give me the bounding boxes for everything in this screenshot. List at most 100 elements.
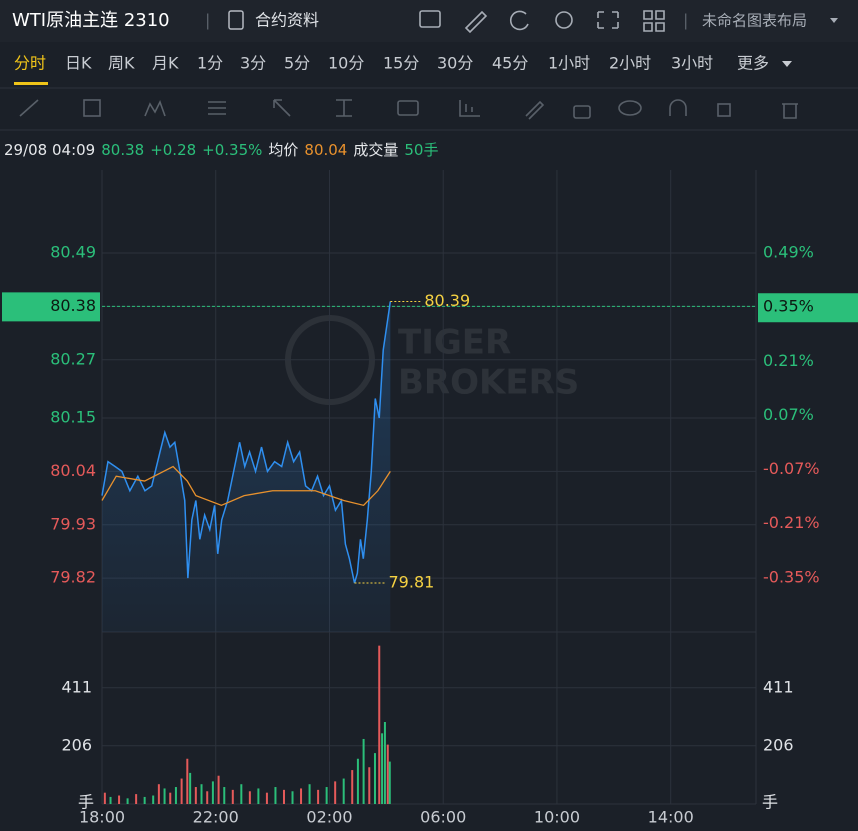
dropdown-arrow[interactable]	[830, 18, 838, 23]
tool-icon[interactable]	[573, 105, 591, 119]
volume-bar	[189, 772, 192, 804]
volume-bar	[174, 787, 177, 804]
volume-bar	[381, 733, 384, 804]
volume-bar	[325, 787, 328, 804]
dropdown-arrow	[782, 61, 792, 67]
tool-icon[interactable]	[459, 100, 480, 117]
tool-icon[interactable]	[336, 99, 352, 117]
volume-bar	[231, 789, 234, 804]
info-volume-label: 成交量	[353, 141, 399, 159]
tool-icon[interactable]	[525, 100, 545, 120]
layout-icon[interactable]	[643, 10, 665, 32]
period-bar: 分时 日K 周K 月K 1分 3分 5分 10分 15分 30分 45分 1小时 2小时 3小时 更多	[14, 54, 792, 85]
period-tab[interactable]: 分时	[14, 54, 46, 73]
layout-name[interactable]: 未命名图表布局	[702, 12, 807, 30]
watermark-text: TIGER	[398, 323, 511, 363]
volume-bar	[388, 761, 391, 804]
x-tick-label: 02:00	[306, 808, 352, 827]
price-marker	[2, 292, 100, 322]
period-tab[interactable]: 10分	[328, 54, 364, 73]
volume-bar	[118, 795, 121, 804]
volume-bar	[386, 744, 389, 804]
watermark: TIGER BROKERS	[285, 315, 579, 405]
separator: |	[683, 11, 688, 30]
avg-line	[101, 465, 391, 507]
chart-icon[interactable]	[419, 10, 441, 28]
y-tick-label: 80.04	[50, 461, 96, 480]
y-tick-label: 80.27	[50, 349, 96, 368]
tool-icon[interactable]	[397, 100, 419, 116]
period-tab[interactable]: 1小时	[548, 54, 590, 73]
volume-unit: 手	[78, 793, 94, 812]
x-tick-label: 22:00	[193, 808, 239, 827]
info-time: 29/08 04:09	[4, 141, 96, 159]
pct-marker	[758, 293, 858, 323]
volume-bar	[135, 794, 138, 804]
tool-icon[interactable]	[782, 103, 798, 119]
period-tab[interactable]: 2小时	[609, 54, 651, 73]
settings-icon[interactable]	[555, 11, 573, 29]
extreme-label: 79.81	[389, 572, 435, 591]
volume-unit: 手	[762, 793, 778, 812]
volume-bar	[356, 758, 359, 804]
tab-underline	[14, 82, 48, 85]
y-tick-label: 80.15	[50, 407, 96, 426]
x-tick-label: 14:00	[648, 808, 694, 827]
volume-bar	[186, 758, 189, 804]
watermark-text: BROKERS	[398, 363, 579, 403]
volume-bar	[300, 788, 303, 804]
drawing-tools	[19, 99, 798, 120]
separator: |	[205, 11, 210, 30]
y2-tick-label: 0.21%	[763, 351, 814, 370]
y2-tick-label: 0.35%	[763, 297, 814, 316]
refresh-icon[interactable]	[509, 10, 529, 31]
tool-icon[interactable]	[717, 103, 731, 117]
info-volume: 50手	[404, 141, 439, 159]
y-tick-label: 80.49	[50, 242, 96, 261]
tool-icon[interactable]	[618, 100, 642, 116]
tool-icon[interactable]	[19, 99, 39, 117]
volume-bar	[126, 798, 129, 804]
period-tab[interactable]: 更多	[737, 54, 769, 73]
period-tab[interactable]: 3分	[240, 54, 266, 73]
tool-icon[interactable]	[83, 99, 101, 117]
volume-bar	[206, 791, 209, 804]
volume-bar	[308, 784, 311, 804]
period-tab[interactable]: 45分	[492, 54, 528, 73]
volume-bar	[152, 795, 155, 804]
price-line	[101, 301, 392, 584]
edit-icon[interactable]	[464, 10, 488, 34]
period-tab[interactable]: 3小时	[671, 54, 713, 73]
volume-bar	[143, 796, 146, 804]
y-tick-label: 79.93	[50, 514, 96, 533]
volume-bar	[109, 796, 112, 804]
tool-icon[interactable]	[669, 99, 687, 116]
tool-icon[interactable]	[144, 99, 166, 117]
period-tab[interactable]: 15分	[383, 54, 419, 73]
contract-info[interactable]: 合约资料	[255, 11, 319, 30]
x-tick-label: 18:00	[79, 808, 125, 827]
period-tab[interactable]: 日K	[65, 54, 92, 73]
doc-icon[interactable]	[228, 10, 244, 30]
period-tab[interactable]: 周K	[108, 54, 135, 73]
period-tab[interactable]: 月K	[152, 54, 179, 73]
tool-icon[interactable]	[208, 101, 226, 115]
volume-bar	[248, 791, 251, 804]
volume-bar	[378, 645, 381, 804]
info-change: +0.28	[150, 141, 197, 159]
tool-icon[interactable]	[273, 99, 291, 117]
volume-bar	[351, 770, 354, 804]
fullscreen-icon[interactable]	[597, 11, 619, 29]
y2-tick-label: 0.49%	[763, 243, 814, 262]
info-avg: 80.04	[304, 141, 348, 159]
period-tab[interactable]: 5分	[284, 54, 310, 73]
period-tab[interactable]: 30分	[437, 54, 473, 73]
info-bar: 29/08 04:09 80.38 +0.28 +0.35% 均价 80.04 成交量 50手	[4, 139, 444, 160]
volume-tick-label: 411	[763, 677, 794, 696]
period-tab[interactable]: 1分	[197, 54, 223, 73]
volume-tick-label: 206	[763, 735, 794, 754]
extreme-label: 80.39	[424, 291, 470, 310]
y2-tick-label: -0.35%	[763, 567, 820, 586]
price-area	[102, 301, 391, 632]
